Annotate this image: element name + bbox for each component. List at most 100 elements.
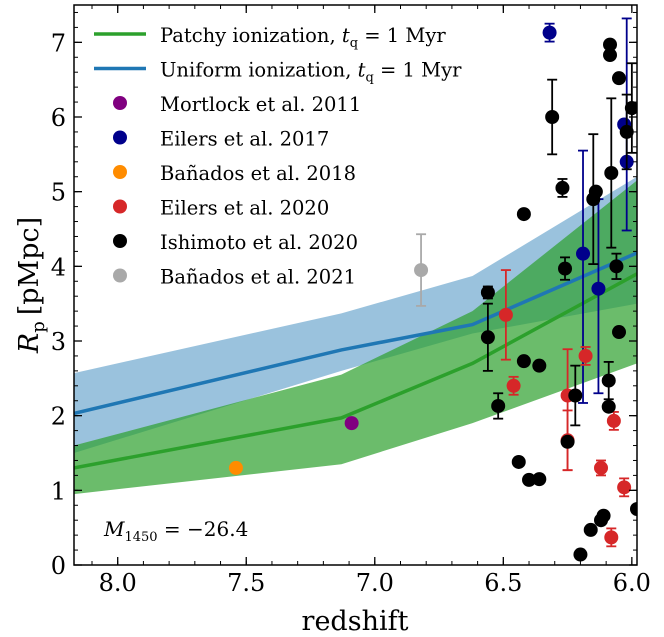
model-lines [74, 251, 637, 470]
x-tick-label: 7.5 [227, 569, 265, 597]
ishimoto-et-al-2020-point [560, 434, 575, 449]
mortlock-et-al-2011-point [344, 416, 359, 431]
legend-marker-swatch [113, 165, 127, 179]
eilers-et-al-2017-point [591, 198, 606, 395]
ba-ados-et-al-2021-point [414, 233, 429, 307]
ishimoto-et-al-2020-point [516, 354, 531, 369]
eilers-et-al-2017-point [542, 22, 557, 43]
ishimoto-et-al-2020-marker [573, 547, 588, 562]
ishimoto-et-al-2020-point [573, 547, 588, 562]
mortlock-et-al-2011-marker [344, 416, 359, 431]
patchy-ionization-line [74, 272, 637, 470]
ishimoto-et-al-2020-point [603, 48, 618, 63]
ishimoto-et-al-2020-point [596, 508, 611, 523]
ishimoto-et-al-2020-point [612, 71, 627, 86]
eilers-et-al-2020-point [606, 411, 621, 431]
ishimoto-et-al-2020-point [480, 302, 495, 372]
legend-marker-swatch [113, 96, 127, 110]
ishimoto-et-al-2020-point [555, 178, 570, 198]
patchy-band [74, 180, 637, 495]
ishimoto-et-al-2020-marker [516, 207, 531, 222]
ishimoto-et-al-2020-marker [583, 522, 598, 537]
x-tick-label: 7.0 [356, 569, 394, 597]
ishimoto-et-al-2020-point [532, 472, 547, 487]
legend-item: Ishimoto et al. 2020 [113, 231, 358, 254]
eilers-et-al-2020-point [506, 375, 521, 396]
ishimoto-et-al-2020-marker [522, 472, 537, 487]
y-tick-label: 6 [51, 104, 66, 132]
ishimoto-et-al-2020-marker [511, 454, 526, 469]
ishimoto-et-al-2020-marker [603, 48, 618, 63]
legend-item: Eilers et al. 2020 [113, 197, 329, 220]
legend-item: Eilers et al. 2017 [113, 128, 329, 151]
x-tick-label: 8.0 [99, 569, 137, 597]
eilers-et-al-2020-marker [594, 460, 609, 475]
eilers-et-al-2017-marker [591, 281, 606, 296]
eilers-et-al-2020-point [578, 346, 593, 366]
ishimoto-et-al-2020-point [588, 184, 603, 199]
ishimoto-et-al-2020-marker [619, 124, 634, 139]
ishimoto-et-al-2020-marker [568, 388, 583, 403]
ishimoto-et-al-2020-point [601, 399, 616, 414]
ishimoto-et-al-2020-point [491, 392, 506, 420]
confidence-bands [74, 176, 637, 495]
eilers-et-al-2020-point [604, 527, 619, 548]
eilers-et-al-2020-point [498, 269, 513, 361]
legend-marker-swatch [113, 268, 127, 283]
legend-item: Mortlock et al. 2011 [113, 93, 361, 116]
eilers-et-al-2020-marker [604, 530, 619, 545]
magnitude-annotation-value: = −26.4 [158, 517, 249, 541]
uniform-ionization-line [74, 251, 637, 416]
y-tick-label: 4 [51, 253, 66, 281]
eilers-et-al-2017-marker [576, 246, 591, 261]
legend-label: Bañados et al. 2018 [160, 162, 356, 185]
ishimoto-et-al-2020-point [480, 285, 495, 300]
y-tick-label: 5 [51, 179, 66, 207]
legend-item: Bañados et al. 2018 [113, 162, 356, 185]
legend-item: Bañados et al. 2021 [113, 266, 356, 289]
ishimoto-et-al-2020-point [545, 78, 560, 156]
observed-points [228, 17, 637, 562]
ishimoto-et-al-2020-marker [532, 358, 547, 373]
legend-marker-swatch [113, 130, 127, 145]
ba-ados-et-al-2018-marker [228, 460, 243, 475]
axis-ticks: 8.0 7.5 7.0 6.5 6.0 0 1 2 3 4 5 6 7 [51, 5, 651, 597]
eilers-et-al-2020-point [617, 477, 632, 498]
eilers-et-al-2020-marker [506, 378, 521, 393]
legend-item: Uniform ionization, tq = 1 Myr [94, 59, 462, 86]
x-tick-label: 6.0 [613, 569, 651, 597]
y-tick-label: 3 [51, 328, 66, 356]
ishimoto-et-al-2020-marker [558, 261, 573, 276]
ishimoto-et-al-2020-point [522, 472, 537, 487]
ishimoto-et-al-2020-point [609, 252, 624, 280]
ba-ados-et-al-2021-marker [414, 263, 429, 278]
legend-label: Eilers et al. 2017 [160, 128, 329, 151]
x-tick-label: 6.5 [484, 569, 522, 597]
ishimoto-et-al-2020-marker [603, 37, 618, 52]
legend-marker-swatch [113, 199, 127, 214]
ishimoto-et-al-2020-marker [612, 71, 627, 86]
ishimoto-et-al-2020-point [604, 97, 619, 249]
ishimoto-et-al-2020-point [601, 361, 616, 401]
ba-ados-et-al-2018-point [228, 460, 243, 475]
ishimoto-et-al-2020-marker [560, 434, 575, 449]
ishimoto-et-al-2020-marker [480, 285, 495, 300]
ishimoto-et-al-2020-marker [596, 508, 611, 523]
eilers-et-al-2020-marker [606, 413, 621, 428]
legend-label: Uniform ionization, tq = 1 Myr [160, 59, 462, 86]
legend-label: Ishimoto et al. 2020 [160, 231, 358, 254]
legend-item: Patchy ionization, tq = 1 Myr [94, 24, 446, 51]
magnitude-annotation: M1450 = −26.4 [103, 517, 248, 545]
legend-label: Patchy ionization, tq = 1 Myr [160, 24, 446, 51]
uniform-band [74, 176, 637, 453]
ishimoto-et-al-2020-marker [601, 399, 616, 414]
y-axis-label-subscript: p [28, 321, 49, 333]
legend-label: Eilers et al. 2020 [160, 197, 329, 220]
ishimoto-et-al-2020-point [532, 358, 547, 373]
ishimoto-et-al-2020-point [583, 522, 598, 537]
y-tick-label: 0 [51, 552, 66, 580]
y-axis-label-symbol: R [14, 333, 45, 354]
ishimoto-et-al-2020-marker [609, 259, 624, 274]
ishimoto-et-al-2020-point [558, 256, 573, 281]
